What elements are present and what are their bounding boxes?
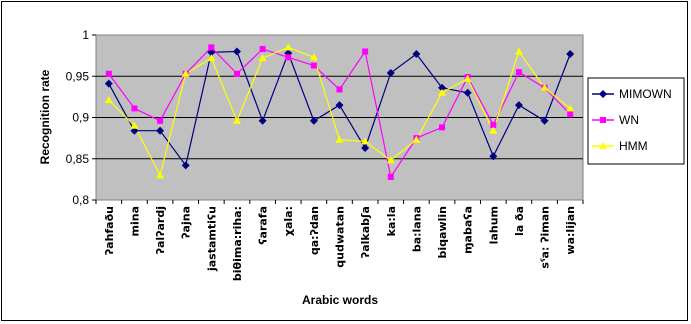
- data-point: [207, 54, 216, 62]
- data-point: [208, 44, 215, 51]
- data-point: [386, 156, 395, 164]
- data-point: [233, 70, 240, 77]
- x-tick-label: sˤa: ʔiman: [539, 206, 552, 269]
- data-point: [600, 117, 606, 123]
- x-tick-label: ʔajna: [180, 206, 193, 239]
- data-point: [309, 53, 318, 61]
- x-tick-label: χala:: [282, 206, 295, 236]
- data-point: [362, 48, 369, 55]
- data-point: [514, 101, 523, 110]
- data-point: [335, 101, 344, 110]
- data-point: [156, 126, 165, 135]
- y-tick-label: 0,9: [72, 111, 89, 125]
- data-point: [599, 90, 607, 98]
- data-point: [490, 121, 497, 128]
- x-tick-label: biqawlin: [436, 206, 449, 258]
- y-tick-label: 0,8: [72, 193, 89, 207]
- data-point: [310, 62, 317, 69]
- data-point: [232, 116, 241, 124]
- data-point: [157, 117, 164, 124]
- data-point: [130, 121, 139, 129]
- data-point: [284, 43, 293, 51]
- data-point: [387, 173, 394, 180]
- data-point: [540, 83, 549, 91]
- x-tick-label: jastamtiʕu: [205, 206, 218, 272]
- x-tick-label: lahum: [487, 206, 500, 244]
- data-point: [258, 116, 267, 125]
- data-point: [258, 54, 267, 62]
- data-point: [599, 142, 607, 149]
- y-axis-title: Recognition rate: [38, 69, 52, 164]
- data-point: [540, 116, 549, 125]
- data-point: [386, 68, 395, 77]
- x-tick-label: ʔahfaðu: [103, 206, 116, 255]
- data-point: [232, 47, 241, 56]
- x-tick-label: wa:lijan: [564, 206, 577, 255]
- data-point: [335, 135, 344, 143]
- legend-label: HMM: [619, 139, 648, 153]
- x-tick-label: ka:la: [385, 206, 398, 236]
- data-point: [131, 105, 138, 112]
- legend: MIMOWN WN HMM: [587, 77, 685, 165]
- x-tick-label: mina: [128, 206, 141, 237]
- data-point: [105, 70, 112, 77]
- data-point: [156, 171, 165, 179]
- data-point: [259, 46, 266, 53]
- data-point: [412, 135, 421, 143]
- data-point: [361, 137, 370, 145]
- x-tick-label: ba:lana: [410, 206, 423, 252]
- data-point: [489, 152, 498, 161]
- data-point: [181, 161, 190, 170]
- x-tick-label: qa:ʔdan: [308, 206, 321, 255]
- x-axis-title: Arabic words: [302, 293, 378, 307]
- data-point: [463, 74, 472, 82]
- x-tick-label: la ða: [513, 206, 526, 236]
- data-point: [336, 86, 343, 93]
- legend-label: MIMOWN: [619, 87, 672, 101]
- x-tick-label: biθima:riha:: [231, 206, 244, 281]
- data-point: [514, 47, 523, 55]
- data-point: [439, 124, 446, 131]
- data-point: [463, 88, 472, 97]
- x-tick-label: ʔalkabʃa: [359, 206, 372, 258]
- data-point: [104, 96, 113, 104]
- y-tick-label: 0,95: [66, 69, 90, 83]
- data-point: [361, 144, 370, 153]
- y-tick-label: 1: [82, 28, 89, 42]
- x-tick-label: qudwatan: [334, 206, 347, 268]
- data-point: [181, 69, 190, 77]
- data-point: [566, 104, 575, 112]
- x-tick-label: ɱabaʕa: [462, 206, 475, 254]
- data-point: [438, 88, 447, 96]
- data-point: [489, 126, 498, 134]
- data-point: [515, 69, 522, 76]
- x-tick-label: ʕarafa: [257, 206, 270, 245]
- y-tick-label: 0,85: [66, 152, 90, 166]
- data-point: [309, 116, 318, 125]
- legend-label: WN: [619, 113, 639, 127]
- data-point: [566, 49, 575, 58]
- data-point: [285, 54, 292, 61]
- x-tick-label: ʔalʔardj: [154, 206, 167, 254]
- data-point: [438, 83, 447, 92]
- data-point: [104, 79, 113, 88]
- data-point: [412, 49, 421, 58]
- data-point: [567, 111, 574, 118]
